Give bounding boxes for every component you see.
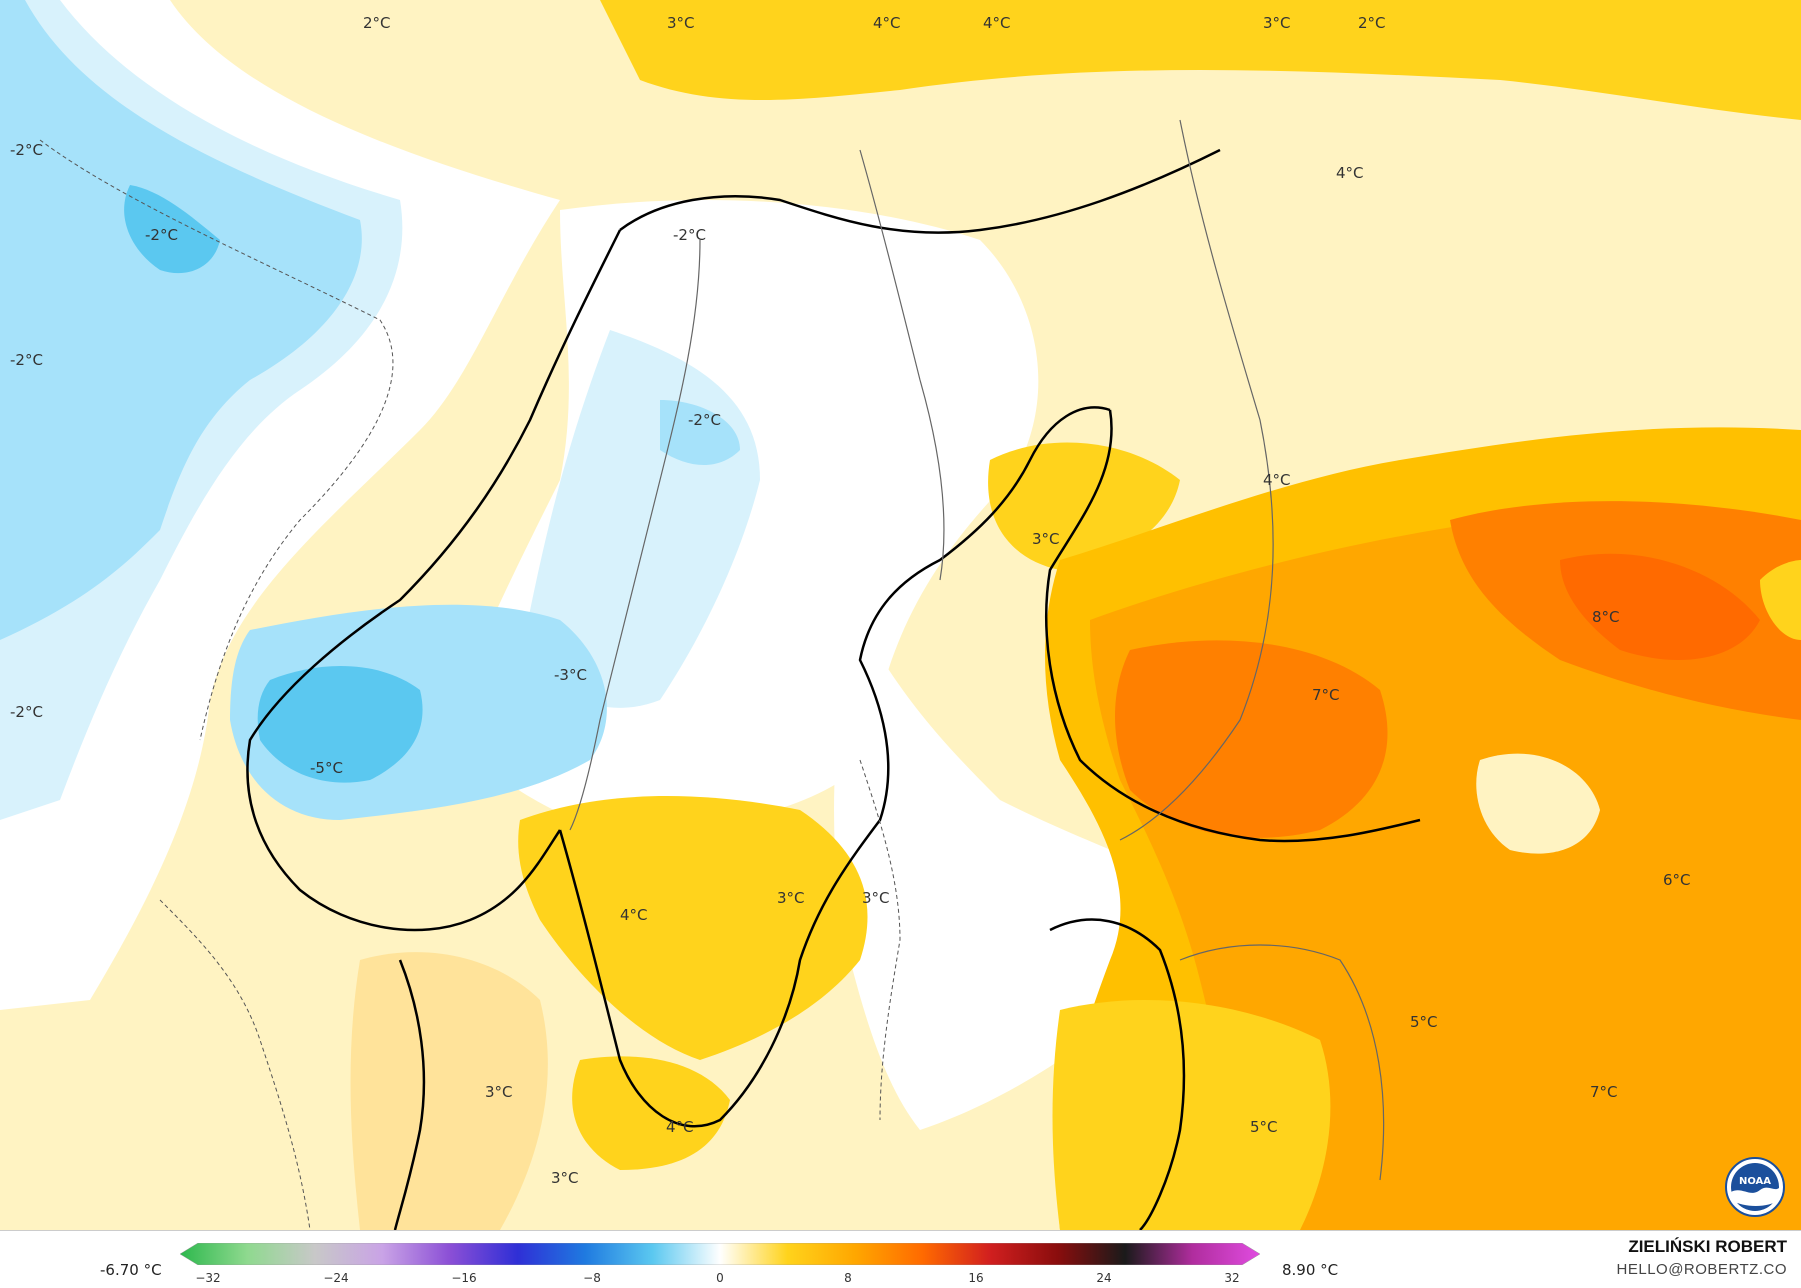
colorbar-gradient — [180, 1243, 1260, 1265]
legend-tick-label: 16 — [968, 1271, 984, 1285]
contour-label: 8°C — [1592, 608, 1620, 626]
legend-tick-label: 0 — [716, 1271, 724, 1285]
baltic-sea — [834, 620, 1180, 1130]
colorbar — [180, 1243, 1260, 1265]
contour-label: -3°C — [554, 666, 587, 684]
legend-tick-label: 8 — [844, 1271, 852, 1285]
contour-3 — [859, 759, 901, 1121]
contour-label: 2°C — [363, 14, 391, 32]
contour-label: 3°C — [1032, 530, 1060, 548]
contour-label: 4°C — [1336, 164, 1364, 182]
legend-tick-label: −8 — [583, 1271, 601, 1285]
contour-label: -2°C — [673, 226, 706, 244]
light-warm-denmark — [350, 952, 548, 1230]
legend-tick-label: 32 — [1224, 1271, 1240, 1285]
coast-north — [619, 148, 1221, 234]
contour-label: 2°C — [1358, 14, 1386, 32]
lake-ladoga-area — [1476, 753, 1600, 854]
coast-finland — [1045, 409, 1421, 843]
very-cold-patch — [124, 185, 220, 274]
contour-label: 4°C — [666, 1118, 694, 1136]
contour-label: 4°C — [620, 906, 648, 924]
contour-label: 4°C — [1263, 471, 1291, 489]
coast-denmark — [393, 959, 426, 1230]
legend-tick-label: −16 — [451, 1271, 477, 1285]
contour-label: -2°C — [10, 351, 43, 369]
contour-labels: 2°C 3°C 4°C 4°C 3°C 2°C -2°C -2°C -2°C -… — [10, 14, 1691, 1187]
contour-label: 7°C — [1312, 686, 1340, 704]
contour-label: 3°C — [862, 889, 890, 907]
border-baltics-russia — [1179, 944, 1385, 1181]
contour-label: -5°C — [310, 759, 343, 777]
noaa-logo-text: NOAA — [1739, 1176, 1771, 1187]
legend-tick-label: −24 — [323, 1271, 349, 1285]
hot-russia — [1560, 553, 1760, 660]
contour-1 — [39, 139, 394, 741]
border-norway-sweden — [569, 239, 701, 831]
contour-label: -2°C — [10, 703, 43, 721]
coast-norway — [246, 229, 622, 932]
contour-label: 5°C — [1250, 1118, 1278, 1136]
noaa-logo: NOAA — [1725, 1157, 1785, 1217]
temperature-anomaly-map: 2°C 3°C 4°C 4°C 3°C 2°C -2°C -2°C -2°C -… — [0, 0, 1801, 1230]
contour-label: 3°C — [777, 889, 805, 907]
contour-lines — [39, 139, 901, 1230]
warm-baltics — [1052, 1000, 1331, 1230]
borders — [569, 119, 1385, 1181]
legend-min-value: -6.70 °C — [100, 1261, 162, 1279]
warm-skane — [572, 1056, 730, 1170]
contour-label: 3°C — [1263, 14, 1291, 32]
contour-label: 7°C — [1590, 1083, 1618, 1101]
contour-label: -2°C — [688, 411, 721, 429]
map-canvas: 2°C 3°C 4°C 4°C 3°C 2°C -2°C -2°C -2°C -… — [0, 0, 1801, 1230]
contour-label: 5°C — [1410, 1013, 1438, 1031]
contour-label: 6°C — [1663, 871, 1691, 889]
contour-2 — [159, 899, 311, 1230]
patch-east — [1760, 560, 1801, 640]
contour-label: 3°C — [667, 14, 695, 32]
color-legend: -6.70 °C 8.90 °C −32 −24 −16 −8 0 8 16 24 32 ZIE… — [0, 1230, 1801, 1288]
coast-baltics — [1049, 918, 1186, 1230]
coastlines — [246, 148, 1421, 1230]
author-email: HELLO@ROBERTZ.CO — [1616, 1261, 1787, 1278]
warm-north — [600, 0, 1801, 120]
very-cold-norway — [257, 666, 423, 783]
deep-orange-finland — [1115, 640, 1388, 838]
contour-label: 4°C — [983, 14, 1011, 32]
contour-label: 3°C — [485, 1083, 513, 1101]
contour-label: -2°C — [10, 141, 43, 159]
cold-lofoten — [660, 400, 740, 465]
border-finland-russia — [1119, 119, 1274, 841]
cold-ocean — [0, 0, 362, 640]
contour-label: 4°C — [873, 14, 901, 32]
warm-sweden — [518, 796, 868, 1060]
border-sweden-finland — [859, 149, 945, 581]
contour-label: -2°C — [145, 226, 178, 244]
legend-tick-label: −32 — [195, 1271, 221, 1285]
author-name: ZIELIŃSKI ROBERT — [1628, 1237, 1787, 1256]
contour-label: 3°C — [551, 1169, 579, 1187]
legend-max-value: 8.90 °C — [1282, 1261, 1339, 1279]
author-credit: ZIELIŃSKI ROBERT HELLO@ROBERTZ.CO — [1587, 1231, 1787, 1288]
coast-sweden — [558, 406, 1111, 1128]
legend-tick-label: 24 — [1096, 1271, 1112, 1285]
